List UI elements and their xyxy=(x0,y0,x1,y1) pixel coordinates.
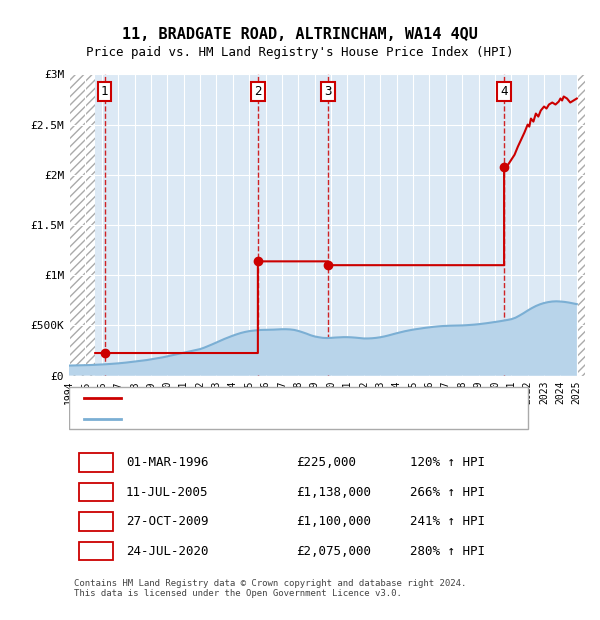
Bar xyxy=(69,74,95,376)
Text: 11, BRADGATE ROAD, ALTRINCHAM, WA14 4QU (detached house): 11, BRADGATE ROAD, ALTRINCHAM, WA14 4QU … xyxy=(131,393,481,403)
Text: 11-JUL-2005: 11-JUL-2005 xyxy=(126,486,208,499)
Text: HPI: Average price, detached house, Trafford: HPI: Average price, detached house, Traf… xyxy=(131,414,406,423)
Text: £1,138,000: £1,138,000 xyxy=(296,486,371,499)
Text: Contains HM Land Registry data © Crown copyright and database right 2024.
This d: Contains HM Land Registry data © Crown c… xyxy=(74,579,467,598)
Text: 27-OCT-2009: 27-OCT-2009 xyxy=(126,515,208,528)
Text: 4: 4 xyxy=(92,545,100,558)
FancyBboxPatch shape xyxy=(79,512,113,531)
Text: Price paid vs. HM Land Registry's House Price Index (HPI): Price paid vs. HM Land Registry's House … xyxy=(86,46,514,59)
Text: 280% ↑ HPI: 280% ↑ HPI xyxy=(410,545,485,558)
FancyBboxPatch shape xyxy=(69,388,528,429)
FancyBboxPatch shape xyxy=(79,453,113,472)
Text: 2: 2 xyxy=(92,486,100,499)
Text: 241% ↑ HPI: 241% ↑ HPI xyxy=(410,515,485,528)
Bar xyxy=(577,74,585,376)
Text: 3: 3 xyxy=(325,85,332,98)
Text: 1: 1 xyxy=(101,85,108,98)
Text: 3: 3 xyxy=(92,515,100,528)
FancyBboxPatch shape xyxy=(79,483,113,501)
Text: 11, BRADGATE ROAD, ALTRINCHAM, WA14 4QU: 11, BRADGATE ROAD, ALTRINCHAM, WA14 4QU xyxy=(122,27,478,42)
Text: 24-JUL-2020: 24-JUL-2020 xyxy=(126,545,208,558)
FancyBboxPatch shape xyxy=(79,542,113,560)
Text: 1: 1 xyxy=(92,456,100,469)
Text: 2: 2 xyxy=(254,85,262,98)
Text: £2,075,000: £2,075,000 xyxy=(296,545,371,558)
Text: 266% ↑ HPI: 266% ↑ HPI xyxy=(410,486,485,499)
Text: 01-MAR-1996: 01-MAR-1996 xyxy=(126,456,208,469)
Text: 4: 4 xyxy=(500,85,508,98)
Text: 120% ↑ HPI: 120% ↑ HPI xyxy=(410,456,485,469)
Text: £1,100,000: £1,100,000 xyxy=(296,515,371,528)
Text: £225,000: £225,000 xyxy=(296,456,356,469)
